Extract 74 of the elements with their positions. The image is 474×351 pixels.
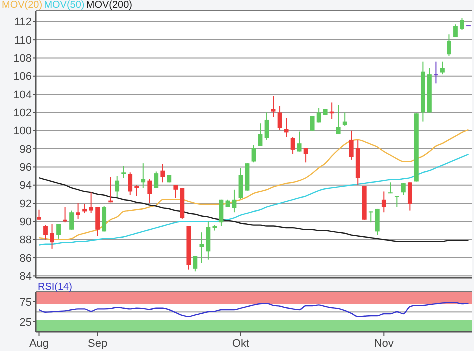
candlestick [258, 123, 263, 147]
candlestick [349, 130, 354, 160]
y-tick-label: 25 [20, 316, 32, 329]
y-tick-label: 92 [20, 198, 32, 210]
text: MOV(200) [86, 0, 133, 11]
y-tick-label: 96 [20, 162, 32, 174]
candlestick [375, 208, 380, 236]
y-tick-label: 112 [14, 16, 32, 29]
line-series [38, 154, 470, 246]
candlestick [388, 182, 393, 194]
candlestick [278, 106, 282, 130]
candlestick [174, 184, 178, 199]
y-tick-label: 90 [20, 216, 32, 229]
x-tick-label: Aug [29, 338, 50, 350]
y-tick-label: 98 [20, 144, 32, 156]
candlestick [148, 178, 152, 204]
candlestick [200, 232, 204, 264]
candlestick [122, 166, 126, 179]
candlestick [336, 104, 341, 136]
candlestick [193, 256, 198, 272]
x-tick-label: Okt [232, 338, 250, 350]
candlestick [297, 131, 302, 152]
candlestick [394, 196, 400, 208]
candlestick [82, 204, 88, 214]
candlestick [89, 192, 94, 214]
candlestick [76, 203, 80, 220]
candlestick [271, 96, 276, 118]
candlestick [368, 211, 374, 224]
candlestick [316, 108, 322, 124]
y-tick-label: 104 [14, 89, 32, 102]
candlestick [434, 61, 438, 84]
y-tick-label: 110 [14, 34, 32, 47]
candlestick [154, 171, 159, 189]
candlestick [37, 209, 42, 220]
candlestick [401, 183, 406, 196]
series-label: RSI(14) [38, 282, 72, 293]
x-tick-label: Sep [88, 338, 108, 350]
candlestick [440, 61, 445, 76]
candlestick [115, 176, 120, 198]
candlestick [447, 34, 452, 57]
y-tick-label: 75 [20, 296, 32, 309]
candlestick [141, 163, 146, 189]
line-series [38, 302, 470, 318]
candlestick [44, 224, 48, 240]
candlestick [408, 182, 412, 212]
candlestick [310, 116, 315, 132]
candlestick [70, 210, 74, 230]
text: MOV(20) [2, 0, 43, 11]
y-tick-label: 88 [20, 234, 32, 247]
candlestick [252, 144, 256, 164]
candlestick [460, 18, 464, 31]
y-tick-label: 94 [20, 180, 32, 192]
candlestick [160, 164, 166, 184]
candlestick [264, 112, 270, 140]
candlestick [96, 206, 100, 237]
text: MOV(50) [44, 0, 85, 11]
candlestick [238, 168, 244, 200]
y-tick-label: 100 [14, 126, 32, 138]
line-series [38, 178, 470, 242]
x-tick-label: Nov [374, 338, 394, 350]
y-tick-label: 102 [14, 108, 32, 120]
y-tick-label: 106 [14, 71, 32, 84]
candlestick [128, 172, 133, 196]
candlestick [342, 112, 348, 127]
candlestick [304, 148, 308, 164]
candlestick [50, 224, 54, 250]
candlestick [219, 199, 224, 227]
candlestick [56, 224, 61, 240]
y-tick-label: 86 [20, 252, 32, 265]
y-tick-label: 108 [14, 53, 32, 66]
candlestick [382, 191, 386, 214]
candlestick [290, 136, 296, 155]
y-tick-label: 84 [20, 271, 32, 284]
candlestick [454, 24, 458, 38]
